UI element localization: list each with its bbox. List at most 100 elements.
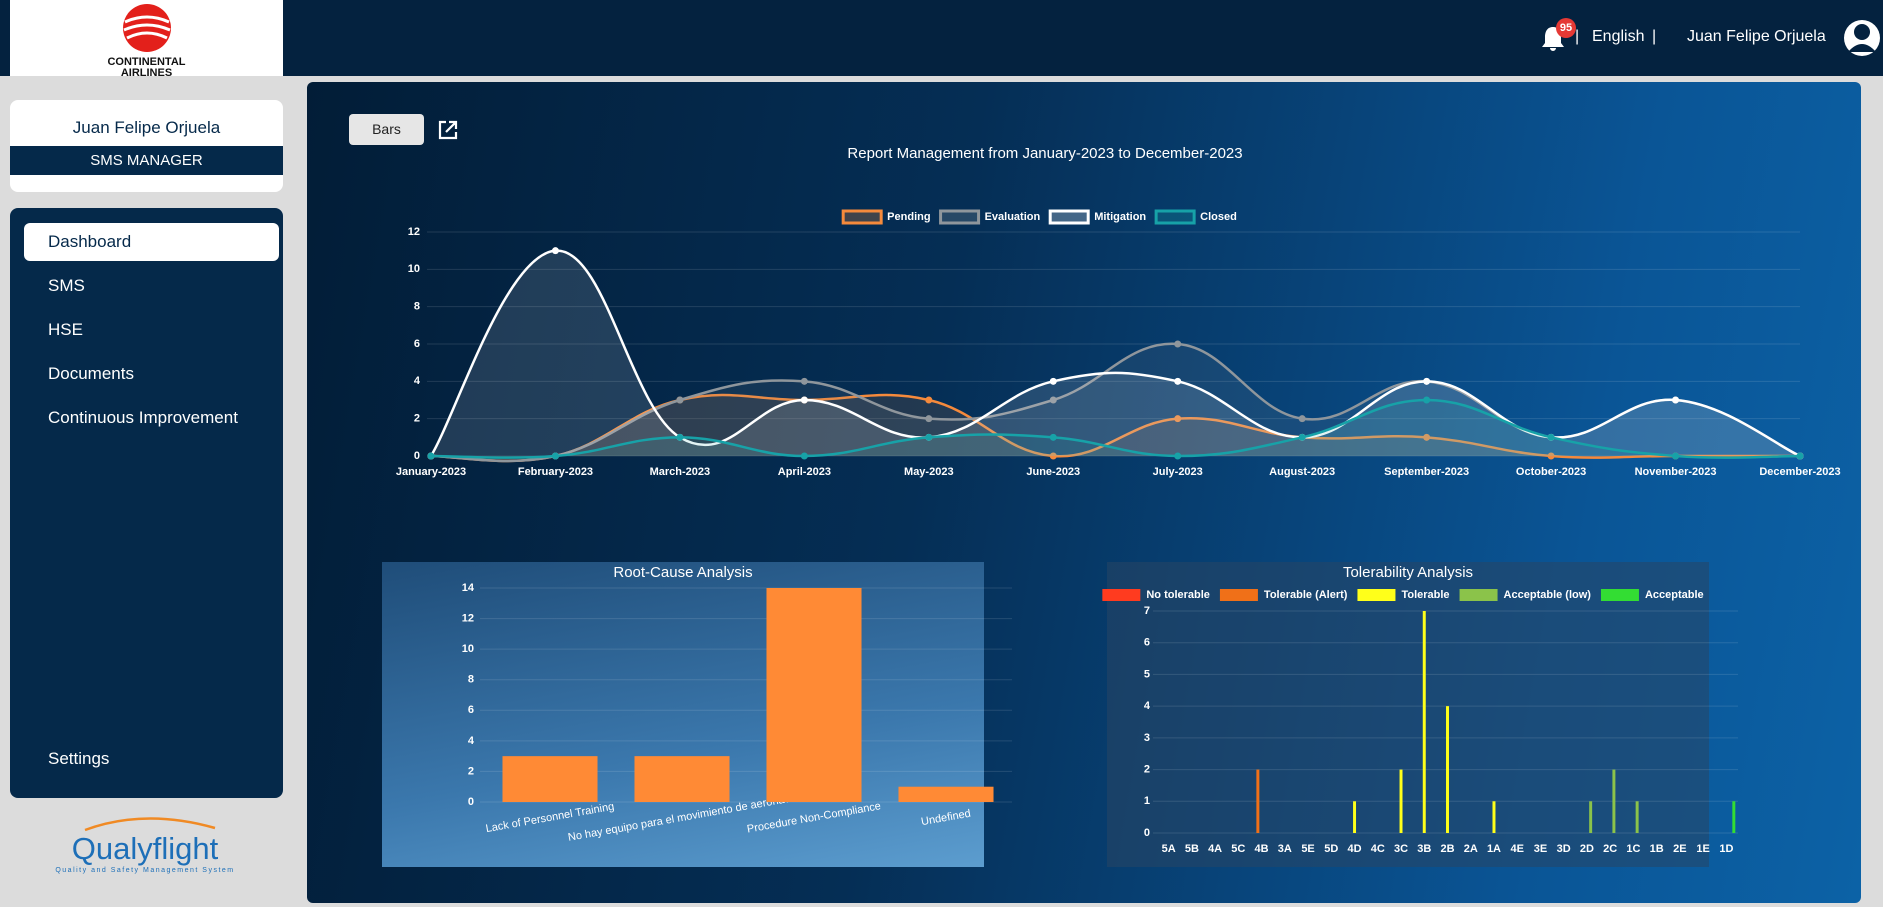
- chart-title: Tolerability Analysis: [1343, 564, 1473, 581]
- data-point: [1174, 452, 1182, 460]
- x-tick-label: May-2023: [904, 466, 954, 478]
- nav-item[interactable]: HSE: [48, 320, 83, 339]
- legend-item: No tolerable: [1102, 589, 1210, 601]
- data-point: [1547, 433, 1555, 441]
- x-tick-label: 5B: [1185, 843, 1199, 855]
- x-tick-label: April-2023: [778, 466, 831, 478]
- chart-panel: [1107, 562, 1709, 867]
- legend-swatch: [1048, 209, 1090, 225]
- x-tick-label: October-2023: [1516, 466, 1586, 478]
- user-name[interactable]: Juan Felipe Orjuela: [1687, 28, 1826, 45]
- nav-item[interactable]: Documents: [48, 364, 134, 383]
- data-point: [1049, 452, 1057, 460]
- x-tick-label: 4E: [1510, 843, 1523, 855]
- legend-item: Mitigation: [1048, 209, 1146, 225]
- legend-item: Acceptable (low): [1459, 589, 1592, 601]
- x-tick-label: December-2023: [1759, 466, 1840, 478]
- data-point: [800, 452, 808, 460]
- user-name: Juan Felipe Orjuela: [72, 118, 221, 137]
- bar: [1256, 769, 1260, 833]
- x-tick-label: 4C: [1371, 843, 1385, 855]
- data-point: [800, 396, 808, 404]
- role: SMS MANAGER: [10, 146, 283, 175]
- bar: [1612, 769, 1616, 833]
- x-tick-label: 5D: [1324, 843, 1338, 855]
- legend-item: Tolerable (Alert): [1219, 589, 1348, 601]
- avatar[interactable]: [1843, 16, 1881, 60]
- legend-item: Closed: [1154, 209, 1237, 225]
- x-tick-label: 1C: [1626, 843, 1640, 855]
- legend-item: Evaluation: [939, 209, 1041, 225]
- y-tick-label: 4: [414, 375, 421, 387]
- y-tick-label: 7: [1144, 605, 1150, 617]
- x-tick-label: 5E: [1301, 843, 1314, 855]
- logo-mark: [122, 4, 171, 52]
- data-point: [1423, 377, 1431, 385]
- legend-label: Evaluation: [985, 211, 1041, 223]
- y-tick-label: 5: [1144, 668, 1150, 680]
- x-tick-label: September-2023: [1384, 466, 1469, 478]
- bar: [1589, 801, 1593, 833]
- y-tick-label: 14: [462, 582, 475, 594]
- legend-label: Closed: [1200, 211, 1237, 223]
- y-tick-label: 12: [408, 226, 420, 238]
- separator: |: [1652, 28, 1657, 45]
- data-point: [1049, 433, 1057, 441]
- series-area: [431, 343, 1800, 461]
- legend-item: Pending: [841, 209, 931, 225]
- bar: [898, 786, 994, 802]
- open-external-icon[interactable]: [437, 119, 459, 141]
- y-tick-label: 4: [468, 735, 475, 747]
- x-tick-label: 1E: [1696, 843, 1709, 855]
- data-point: [800, 377, 808, 385]
- nav-item[interactable]: Settings: [48, 749, 110, 768]
- data-point: [1049, 396, 1057, 404]
- series-area: [431, 400, 1800, 458]
- x-tick-label: 2E: [1673, 843, 1686, 855]
- x-tick-label: 2C: [1603, 843, 1617, 855]
- legend-swatch: [1154, 209, 1196, 225]
- brand-logo: Qualyflight Quality and Safety Managemen…: [40, 812, 250, 874]
- data-point: [427, 452, 435, 460]
- bar: [1353, 801, 1357, 833]
- data-point: [925, 396, 933, 404]
- legend-label: Mitigation: [1094, 211, 1146, 223]
- x-tick-label: 3A: [1278, 843, 1292, 855]
- legend-item: Acceptable: [1600, 589, 1704, 601]
- x-tick-label: March-2023: [650, 466, 711, 478]
- legend-label: Acceptable (low): [1504, 589, 1592, 601]
- nav-item[interactable]: SMS: [48, 276, 85, 295]
- x-tick-label: February-2023: [518, 466, 593, 478]
- nav-item[interactable]: Dashboard: [24, 223, 279, 261]
- legend-label: Tolerable (Alert): [1264, 589, 1348, 601]
- nav-item[interactable]: Continuous Improvement: [48, 408, 238, 427]
- language[interactable]: English: [1592, 28, 1645, 45]
- bar: [1422, 611, 1426, 833]
- x-tick-label: 1D: [1719, 843, 1733, 855]
- data-point: [1672, 452, 1680, 460]
- data-point: [1174, 340, 1182, 348]
- x-tick-label: November-2023: [1635, 466, 1717, 478]
- notification-badge[interactable]: 95: [1556, 18, 1576, 38]
- data-point: [1174, 377, 1182, 385]
- legend-label: Pending: [887, 211, 930, 223]
- x-tick-label: 4D: [1348, 843, 1362, 855]
- y-tick-label: 3: [1144, 732, 1150, 744]
- chart-panel: [382, 562, 984, 867]
- legend-swatch: [1219, 589, 1258, 601]
- top-bar: CONTINENTAL AIRLINES 95 | English | Juan…: [0, 0, 1883, 79]
- data-point: [1672, 396, 1680, 404]
- y-tick-label: 6: [1144, 637, 1150, 649]
- y-tick-label: 0: [1144, 827, 1150, 839]
- data-point: [1049, 377, 1057, 385]
- y-tick-label: 0: [468, 796, 474, 808]
- x-tick-label: 2A: [1464, 843, 1478, 855]
- legend-label: Acceptable: [1645, 589, 1704, 601]
- view-button[interactable]: Bars: [349, 114, 424, 145]
- x-tick-label: Undefined: [920, 808, 971, 829]
- data-point: [1423, 433, 1431, 441]
- x-tick-label: 3B: [1417, 843, 1431, 855]
- x-tick-label: 1B: [1650, 843, 1664, 855]
